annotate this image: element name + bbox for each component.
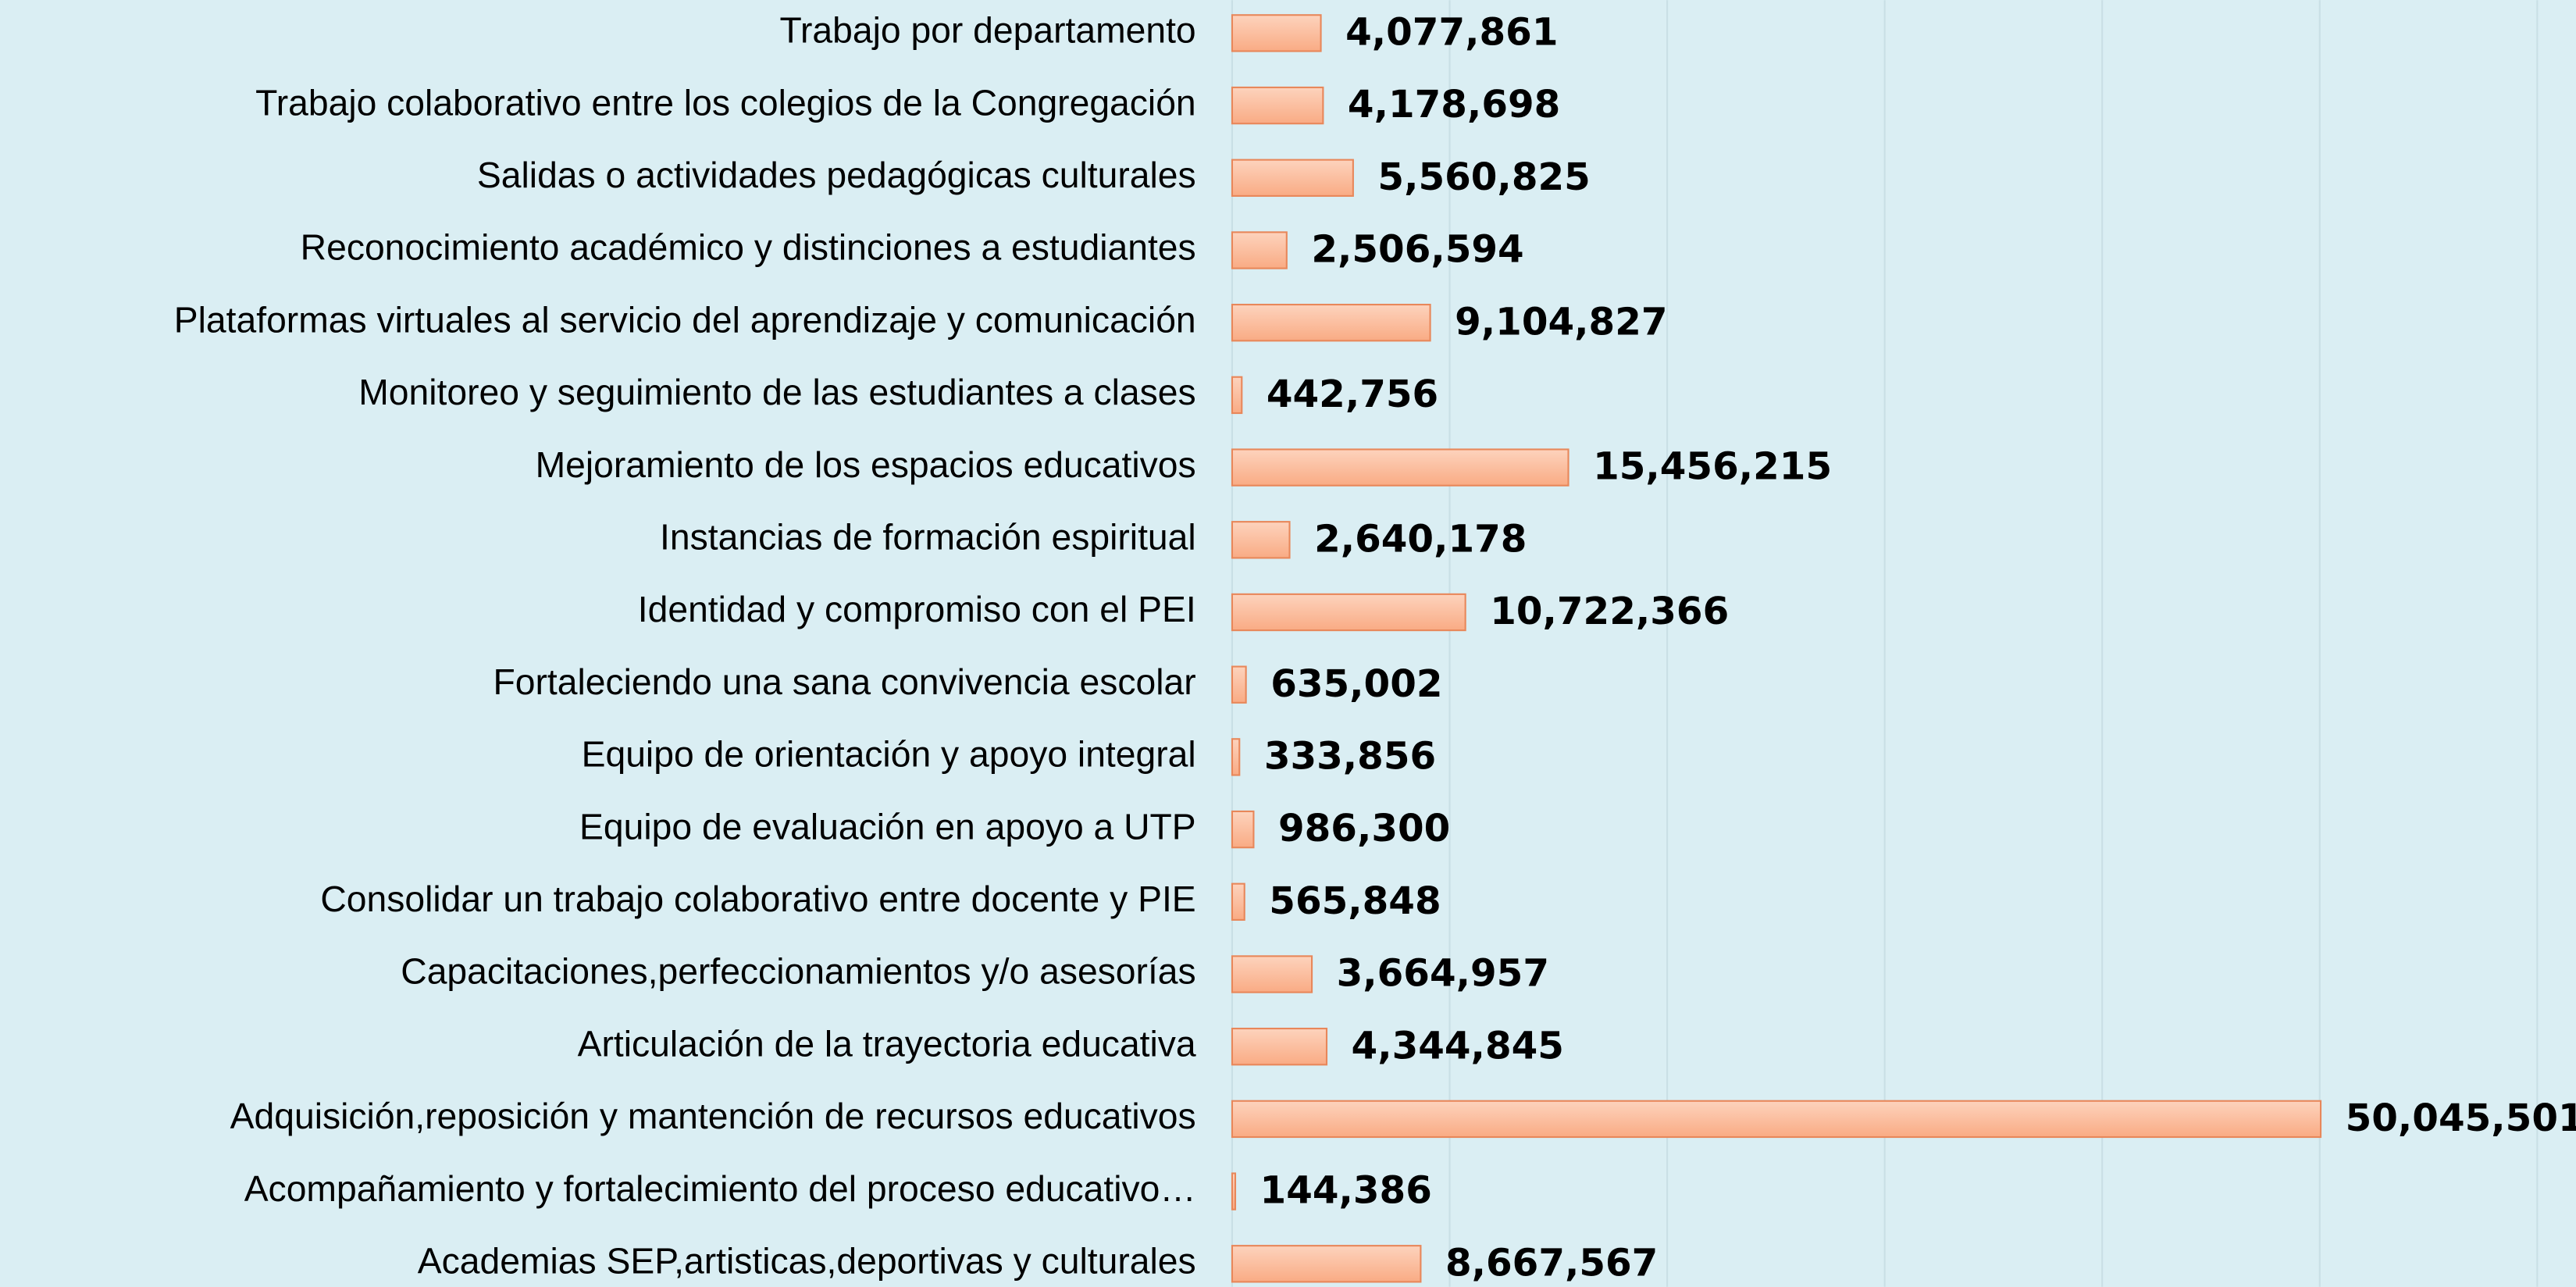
category-label: Plataformas virtuales al servicio del ap…: [174, 299, 1196, 340]
value-label: 565,848: [1269, 879, 1441, 923]
bar: [1231, 1100, 2322, 1139]
value-label: 5,560,825: [1377, 155, 1590, 199]
value-label: 3,664,957: [1337, 952, 1549, 996]
category-label: Academias SEP,artisticas,deportivas y cu…: [418, 1241, 1196, 1282]
value-label: 4,344,845: [1352, 1024, 1564, 1068]
category-label: Reconocimiento académico y distinciones …: [301, 227, 1196, 268]
category-label: Monitoreo y seguimiento de las estudiant…: [358, 372, 1195, 412]
category-label: Mejoramiento de los espacios educativos: [536, 444, 1196, 485]
bar: [1231, 955, 1313, 993]
value-label: 50,045,501: [2346, 1096, 2576, 1140]
bar: [1231, 665, 1247, 704]
category-label: Acompañamiento y fortalecimiento del pro…: [244, 1168, 1196, 1209]
value-label: 2,640,178: [1314, 517, 1527, 561]
value-label: 8,667,567: [1445, 1241, 1658, 1285]
category-label: Trabajo colaborativo entre los colegios …: [255, 82, 1196, 123]
category-label: Identidad y compromiso con el PEI: [638, 589, 1196, 629]
category-label: Instancias de formación espiritual: [660, 517, 1196, 558]
value-label: 333,856: [1264, 734, 1436, 778]
bar: [1231, 738, 1241, 776]
category-label: Fortaleciendo una sana convivencia escol…: [493, 661, 1196, 702]
category-label: Articulación de la trayectoria educativa: [578, 1023, 1196, 1064]
value-label: 986,300: [1278, 807, 1450, 850]
value-label: 635,002: [1270, 662, 1442, 706]
bar: [1231, 14, 1322, 52]
value-label: 10,722,366: [1490, 590, 1729, 633]
category-label: Capacitaciones,perfeccionamientos y/o as…: [401, 951, 1195, 992]
value-label: 15,456,215: [1593, 445, 1832, 489]
bar: [1231, 231, 1288, 269]
value-label: 442,756: [1267, 373, 1438, 416]
value-label: 2,506,594: [1311, 228, 1523, 272]
bar: [1231, 810, 1255, 849]
bar: [1231, 303, 1431, 342]
bar: [1231, 86, 1324, 125]
category-label: Equipo de orientación y apoyo integral: [582, 734, 1196, 775]
bar: [1231, 1027, 1328, 1066]
bar: [1231, 593, 1466, 632]
bar: [1231, 1172, 1237, 1210]
category-label: Salidas o actividades pedagógicas cultur…: [477, 155, 1196, 195]
bar: [1231, 1245, 1422, 1283]
bar: [1231, 376, 1243, 415]
value-label: 4,178,698: [1348, 83, 1560, 127]
category-label: Adquisición,reposición y mantención de r…: [230, 1096, 1196, 1136]
value-label: 9,104,827: [1455, 300, 1667, 344]
bar: [1231, 882, 1245, 921]
bar: [1231, 448, 1569, 487]
category-label: Equipo de evaluación en apoyo a UTP: [579, 806, 1196, 847]
value-label: 4,077,861: [1345, 10, 1558, 54]
value-label: 144,386: [1260, 1169, 1432, 1213]
category-label: Trabajo por departamento: [779, 10, 1195, 51]
category-label: Consolidar un trabajo colaborativo entre…: [320, 879, 1195, 919]
bar: [1231, 159, 1354, 197]
bar: [1231, 521, 1291, 559]
